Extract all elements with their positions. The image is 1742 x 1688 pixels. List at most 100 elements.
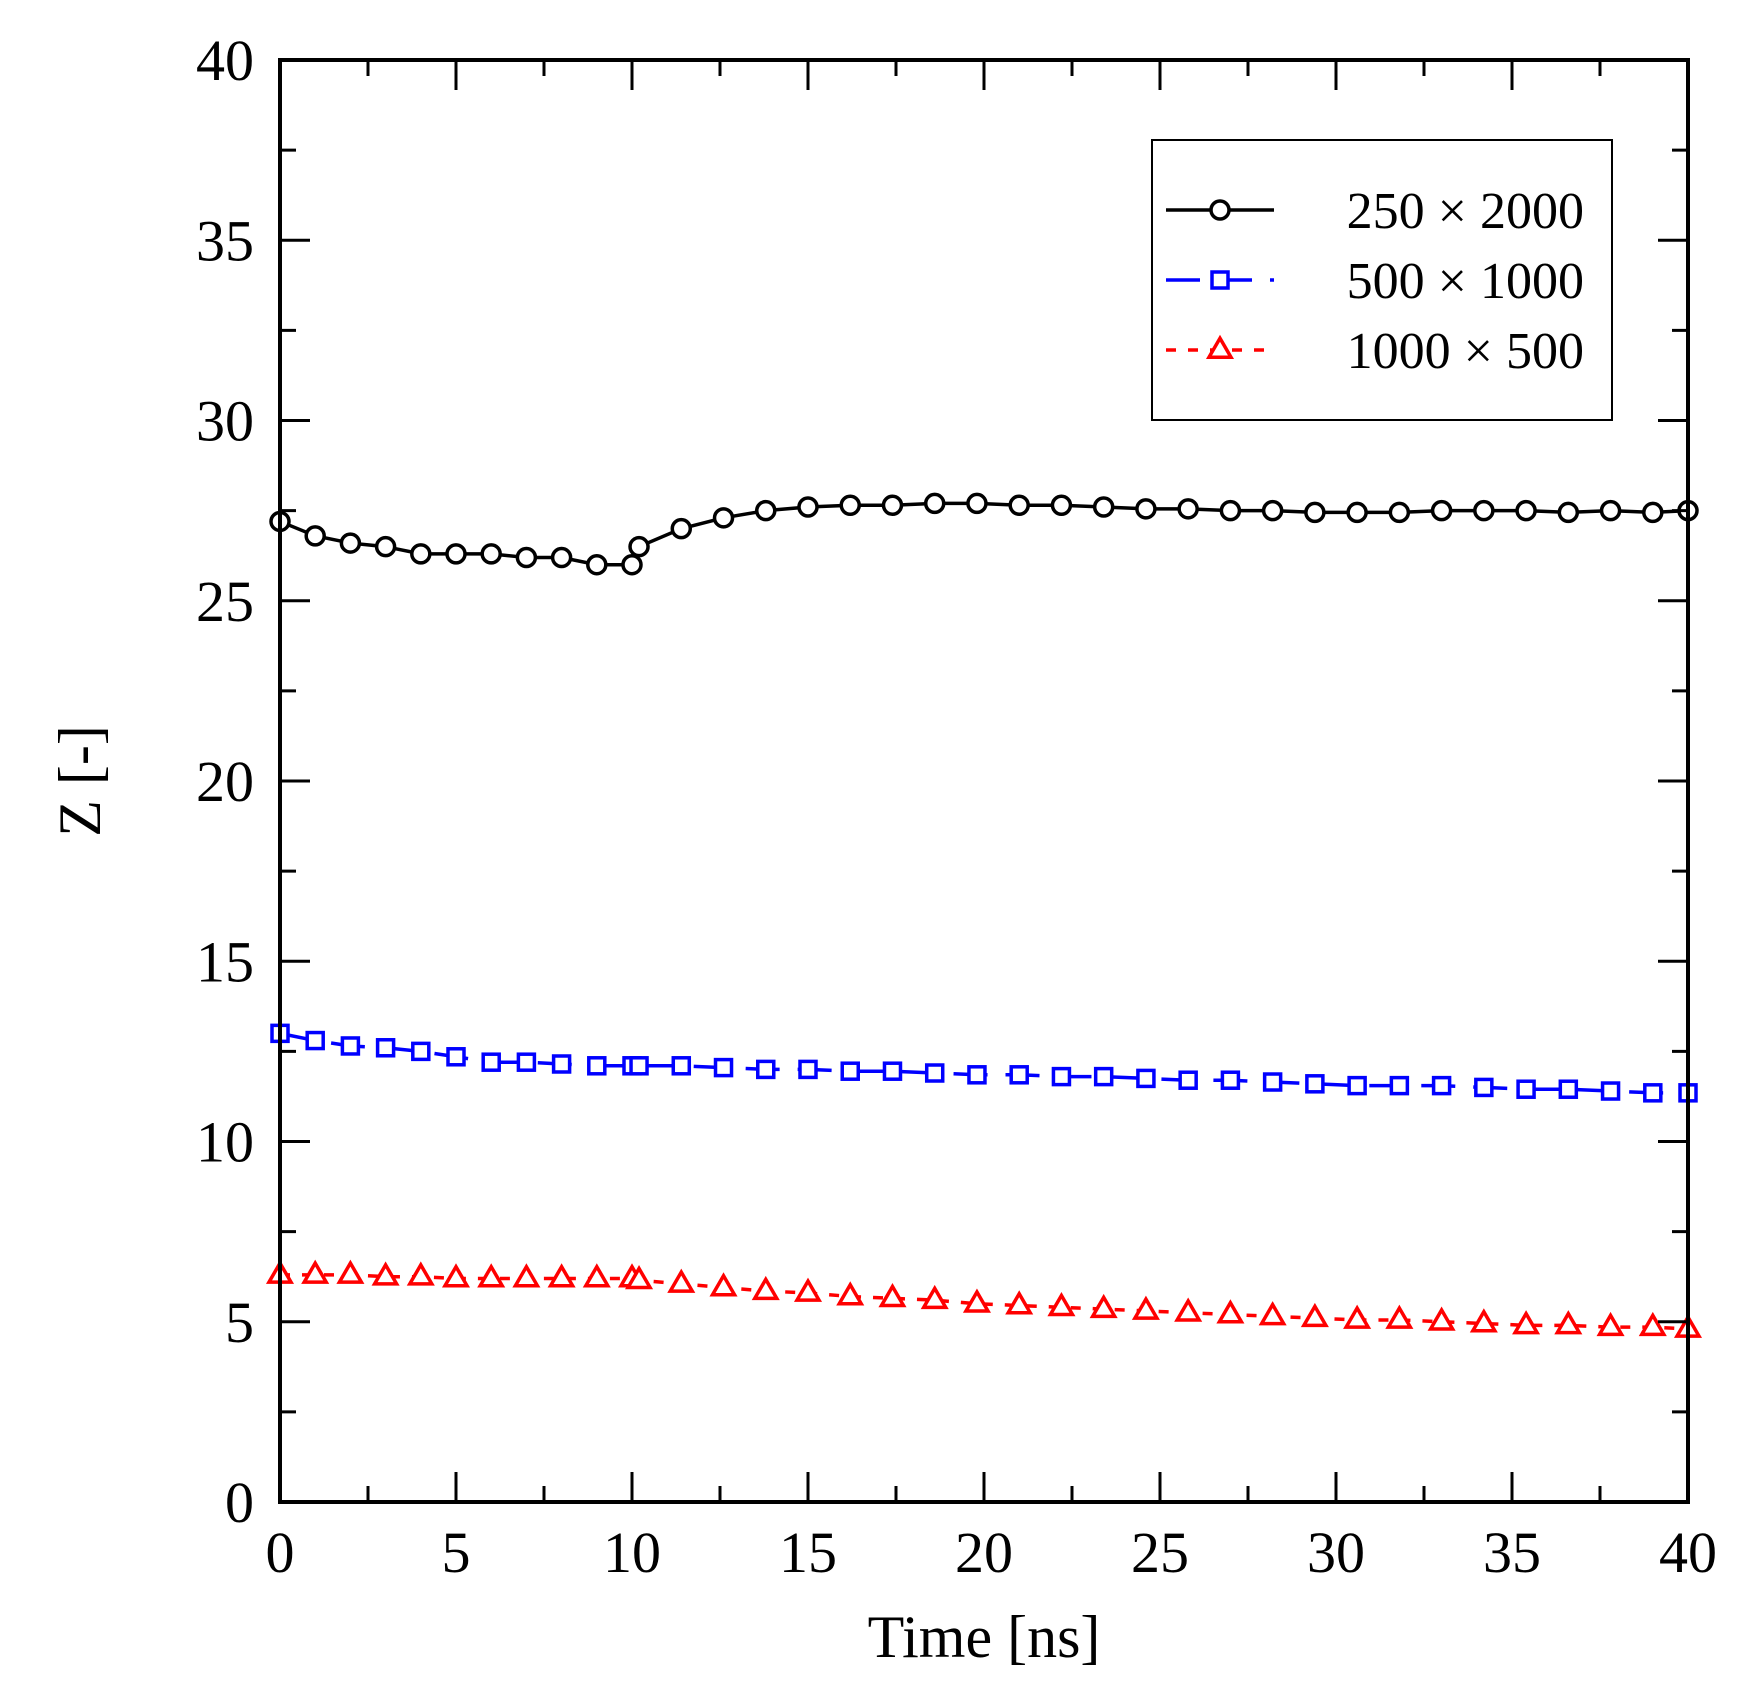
data-point-triangle (477, 1263, 506, 1288)
data-point-circle (712, 507, 735, 529)
data-point-circle (923, 492, 946, 515)
legend-label-500x1000: 500 × 1000 (1347, 253, 1584, 310)
data-point-circle (1430, 499, 1453, 522)
data-point-circle (374, 535, 397, 558)
x-tick-label: 5 (442, 1520, 471, 1585)
data-point-circle (445, 543, 467, 565)
data-point-circle (1050, 494, 1073, 516)
data-point-square (1009, 1065, 1029, 1085)
data-point-square (481, 1052, 501, 1072)
x-axis-title: Time [ns] (868, 1604, 1101, 1670)
data-point-square (1136, 1068, 1156, 1089)
data-point-triangle (1469, 1308, 1498, 1333)
data-point-triangle (441, 1263, 471, 1288)
data-point-square (446, 1047, 466, 1067)
data-point-triangle (1174, 1297, 1203, 1322)
y-tick-label: 5 (225, 1290, 254, 1355)
series-layer (265, 492, 1703, 1338)
y-tick-label: 30 (196, 389, 254, 454)
axis-ticks (278, 58, 1690, 1504)
data-point-circle (670, 517, 693, 540)
data-point-triangle (920, 1284, 949, 1310)
x-tick-label: 25 (1131, 1520, 1189, 1585)
data-point-square (756, 1059, 776, 1080)
data-point-circle (1092, 496, 1115, 518)
data-point-circle (550, 546, 573, 569)
data-point-triangle (406, 1261, 435, 1286)
data-point-square (340, 1036, 361, 1056)
data-point-triangle (709, 1272, 738, 1297)
data-point-triangle (667, 1268, 696, 1293)
data-point-triangle (1596, 1311, 1625, 1337)
data-point-circle (1346, 501, 1368, 524)
legend-sample-marker (1210, 270, 1230, 290)
data-point-square (1220, 1070, 1241, 1090)
data-point-circle (1135, 498, 1157, 520)
y-axis-title: Z [-] (47, 725, 113, 837)
data-point-circle (304, 525, 326, 547)
data-point-triangle (1554, 1310, 1583, 1335)
data-point-circle (410, 543, 432, 565)
data-point-circle (1473, 499, 1495, 522)
data-point-square (587, 1056, 607, 1076)
series-square-group (270, 1023, 1698, 1103)
data-point-square (629, 1056, 649, 1076)
y-tick-label: 15 (196, 929, 254, 994)
y-tick-label: 10 (196, 1110, 254, 1175)
y-tick-label: 20 (196, 749, 254, 814)
data-point-triangle (547, 1263, 576, 1288)
data-point-square (1347, 1075, 1367, 1096)
data-point-triangle (836, 1281, 865, 1306)
data-point-triangle (625, 1265, 654, 1290)
data-point-triangle (371, 1261, 400, 1286)
data-point-square (1093, 1066, 1114, 1087)
x-tick-label: 35 (1483, 1520, 1541, 1585)
data-point-triangle (1005, 1290, 1034, 1315)
y-tick-label: 0 (225, 1470, 254, 1535)
data-point-circle (480, 543, 502, 565)
data-point-square (1474, 1077, 1494, 1098)
data-point-square (713, 1057, 734, 1078)
data-point-circle (1304, 501, 1326, 524)
data-point-circle (1008, 494, 1030, 516)
data-point-triangle (336, 1259, 365, 1284)
data-point-triangle (1638, 1311, 1667, 1337)
data-point-triangle (1300, 1302, 1329, 1328)
data-point-circle (1177, 498, 1199, 520)
data-point-triangle (1216, 1299, 1245, 1324)
data-point-square (1558, 1079, 1579, 1099)
x-tick-label: 15 (779, 1520, 837, 1585)
data-point-triangle (582, 1263, 611, 1288)
data-point-square (1389, 1075, 1410, 1096)
data-point-circle (1219, 499, 1242, 522)
legend: 250 × 2000 500 × 1000 1000 × 500 (1151, 139, 1613, 421)
data-point-circle (339, 532, 362, 554)
data-point-triangle (1512, 1310, 1541, 1335)
data-point-circle (621, 553, 643, 576)
data-point-circle (586, 553, 608, 576)
data-point-square (882, 1061, 903, 1081)
legend-label-1000x500: 1000 × 500 (1347, 323, 1584, 380)
data-point-circle (839, 494, 861, 516)
legend-sample-marker (1205, 334, 1235, 359)
data-point-square (1051, 1066, 1072, 1087)
x-tick-label: 40 (1659, 1520, 1717, 1585)
y-tick-label: 35 (196, 208, 254, 273)
legend-samples (1166, 199, 1274, 359)
data-point-triangle (1047, 1292, 1076, 1317)
data-point-square (1600, 1081, 1621, 1101)
data-point-square (375, 1038, 396, 1058)
x-tick-label: 10 (603, 1520, 661, 1585)
data-point-triangle (1427, 1306, 1456, 1331)
data-point-square (1178, 1070, 1198, 1090)
data-point-circle (1642, 501, 1664, 524)
data-point-circle (1599, 499, 1622, 522)
data-point-square (924, 1063, 945, 1083)
data-point-square (798, 1059, 818, 1080)
data-point-square (1262, 1072, 1283, 1092)
data-point-square (411, 1041, 431, 1062)
data-point-triangle (878, 1283, 907, 1308)
data-point-circle (797, 496, 819, 518)
